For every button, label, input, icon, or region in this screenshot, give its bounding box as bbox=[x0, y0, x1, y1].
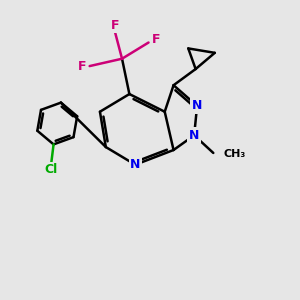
Text: F: F bbox=[78, 60, 86, 73]
Text: F: F bbox=[152, 33, 160, 46]
Text: N: N bbox=[189, 129, 200, 142]
Text: CH₃: CH₃ bbox=[224, 149, 246, 159]
Text: N: N bbox=[192, 99, 202, 112]
Text: F: F bbox=[110, 19, 119, 32]
Text: N: N bbox=[130, 158, 140, 171]
Text: Cl: Cl bbox=[45, 164, 58, 176]
